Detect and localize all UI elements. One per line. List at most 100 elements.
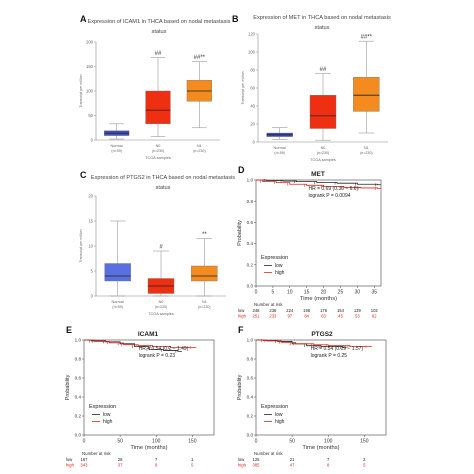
legend-label: high: [275, 419, 285, 425]
x-tick-label: N1: [202, 300, 207, 304]
risk-value: 47: [290, 463, 295, 468]
x-tick-label: 100: [152, 439, 161, 445]
x-axis-label: Time (months): [302, 445, 339, 451]
y-axis-label: Transcript per million: [79, 74, 83, 107]
x-tick-n: (n=230): [360, 151, 373, 155]
plot-title: status: [315, 25, 330, 31]
risk-table-label: Number at risk: [82, 451, 111, 456]
logrank-text: logrank P = 0.23: [139, 353, 176, 359]
plot-title: status: [152, 29, 167, 35]
risk-value: 176: [320, 308, 328, 313]
plot-frame: [255, 339, 387, 436]
x-tick-n: (n=230): [198, 305, 211, 309]
risk-value: 63: [321, 314, 326, 319]
y-tick-label: 20: [250, 122, 255, 127]
panel-letter: F: [238, 325, 244, 335]
x-tick-label: N0: [156, 144, 161, 148]
y-axis-label: Transcript per million: [241, 71, 245, 104]
risk-value: 8: [155, 463, 158, 468]
y-tick-label: 0.0: [75, 433, 82, 438]
legend-label: low: [275, 412, 283, 418]
box-n0: # N0(n=230): [147, 245, 175, 309]
panel-d: D MET 0.0 0.2 0.4 0.6 0.8 1.0 0 5 10 15 20 25 30 35 Prob…: [237, 165, 382, 319]
x-tick-label: 35: [371, 290, 377, 296]
risk-value: 251: [253, 314, 261, 319]
x-tick-label: 100: [324, 439, 333, 445]
x-tick-label: 5: [272, 290, 275, 296]
risk-value: 97: [287, 314, 292, 319]
y-tick-label: 0.4: [247, 395, 254, 400]
risk-table-label: Number at risk: [254, 451, 283, 456]
survival-curve-low: [84, 339, 182, 352]
box-n0: ## N0(n=230): [309, 67, 337, 155]
y-tick-label: 15: [88, 219, 93, 224]
panel-letter: C: [80, 170, 87, 180]
legend-label: low: [103, 412, 111, 418]
risk-value: 5: [363, 463, 366, 468]
panel-a: A Expression of ICAM1 in THCA based on no…: [79, 14, 231, 160]
y-tick-label: 0.8: [247, 357, 254, 362]
risk-value: 385: [253, 463, 261, 468]
legend-label: high: [275, 270, 285, 276]
risk-value: 8: [327, 463, 330, 468]
significance-label: ##**: [194, 55, 206, 61]
risk-value: 224: [286, 308, 294, 313]
plot-title: MET: [311, 171, 325, 178]
x-tick-label: 150: [188, 439, 197, 445]
x-axis-label: TCGA samples: [145, 156, 171, 160]
box-n0: ## N0(n=230): [145, 51, 171, 153]
risk-value: 1: [191, 457, 194, 462]
significance-label: #: [159, 245, 163, 251]
y-tick-label: 0: [253, 140, 256, 145]
y-tick-label: 0: [91, 294, 94, 299]
y-tick-label: 0.4: [247, 241, 254, 246]
risk-value: 233: [269, 314, 277, 319]
risk-value: 28: [118, 457, 123, 462]
box-n1: ** N1(n=230): [191, 232, 218, 309]
x-axis-label: Time (months): [300, 296, 337, 302]
x-tick-label: 150: [360, 439, 369, 445]
panel-letter: B: [232, 14, 239, 24]
x-tick-n: (n=230): [317, 151, 330, 155]
x-tick-n: (n=59): [274, 151, 285, 155]
box-body: [191, 265, 218, 282]
x-tick-label: Normal: [111, 144, 123, 148]
x-axis-label: Time (months): [130, 445, 167, 451]
plot-frame: [83, 339, 215, 436]
x-tick-label: 25: [338, 290, 344, 296]
y-axis-label: Probability: [237, 374, 243, 400]
box-normal: Normal(n=59): [104, 220, 131, 309]
y-tick-label: 150: [86, 64, 94, 69]
x-tick-label: 0: [255, 290, 258, 296]
y-axis-label: Transcript per million: [79, 229, 83, 262]
panel-f: F PTGS2 0.0 0.2 0.4 0.6 0.8 1.0 0 50 100 150 Probabi…: [237, 325, 387, 468]
survival-curve-high: [84, 339, 197, 348]
box-body: [145, 90, 171, 125]
plot-title: ICAM1: [138, 331, 159, 338]
panel-c: C Expression of PTGS2 in THCA based on no…: [79, 170, 235, 316]
risk-value: 139: [354, 308, 362, 313]
panel-letter: E: [66, 325, 72, 335]
panel-letter: A: [80, 14, 87, 24]
y-tick-label: 0.6: [247, 376, 254, 381]
box-body: [104, 263, 131, 282]
x-tick-label: Normal: [274, 146, 286, 150]
risk-row-label: low: [238, 308, 245, 313]
x-tick-label: 30: [355, 290, 361, 296]
y-tick-label: 40: [250, 104, 255, 109]
survival-curve-high: [256, 179, 381, 189]
legend-label: low: [275, 263, 283, 269]
risk-value: 53: [355, 314, 360, 319]
y-tick-label: 60: [250, 86, 255, 91]
x-tick-label: N0: [321, 146, 326, 150]
x-tick-n: (n=230): [193, 149, 206, 153]
hr-text: HR = 0.69 (0.36 − 6.6): [309, 186, 359, 192]
risk-value: 21: [290, 457, 295, 462]
panel-letter: D: [238, 165, 245, 175]
y-tick-label: 200: [86, 40, 94, 45]
y-tick-label: 1.0: [247, 178, 254, 183]
x-tick-label: 50: [117, 439, 123, 445]
y-axis-label: Probability: [65, 374, 71, 400]
risk-value: 37: [118, 463, 123, 468]
